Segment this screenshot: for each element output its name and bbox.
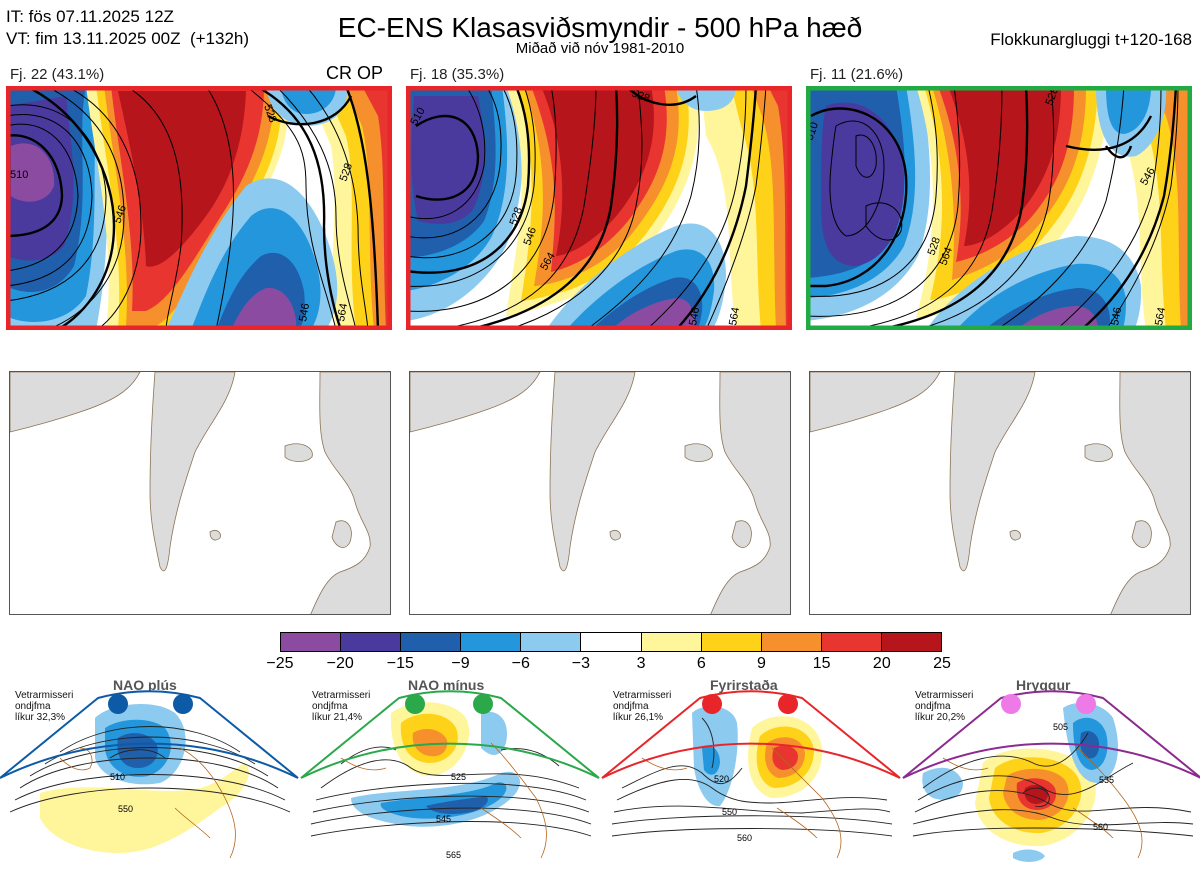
- regime-marker: [1001, 694, 1021, 714]
- land-map-1: [9, 371, 391, 615]
- land-map-2: [409, 371, 791, 615]
- contour-label: 546: [1109, 306, 1124, 326]
- colorbar-tick-label: −6: [511, 655, 530, 672]
- colorbar-tick-label: 15: [812, 655, 831, 672]
- colorbar-swatch: [581, 633, 642, 651]
- regime-2-note: Vetrarmisseri ondjfma líkur 21,4%: [312, 690, 371, 723]
- regime-3-note: Vetrarmisseri ondjfma líkur 26,1%: [613, 690, 672, 723]
- colorbar-swatch: [461, 633, 522, 651]
- contour-label: 546: [687, 306, 702, 326]
- panel-3-label: Fj. 11 (21.6%): [810, 66, 904, 83]
- colorbar-swatch: [521, 633, 582, 651]
- panel-border: [806, 86, 1192, 330]
- regime-marker: [108, 694, 128, 714]
- colorbar-swatch: [341, 633, 402, 651]
- contour-label: 546: [522, 226, 540, 247]
- regime-contour-label: 560: [1093, 822, 1108, 832]
- regime-marker: [778, 694, 798, 714]
- anomaly-map-1: 510 546 528 528 546 564: [6, 86, 392, 330]
- cluster-panel-1[interactable]: 510 546 528 528 546 564: [6, 86, 392, 330]
- contour-label: 528: [508, 206, 526, 227]
- anomaly-map-3: 510 528 564 528 546 546 564: [806, 86, 1192, 330]
- regime-ridge: 505 535 560: [902, 690, 1200, 862]
- page-title: EC-ENS Klasasviðsmyndir - 500 hPa hæð: [337, 12, 863, 43]
- page-subtitle: Miðað við nóv 1981-2010: [515, 40, 685, 57]
- contour-label: 510: [10, 169, 28, 181]
- valid-time: VT: fim 13.11.2025 00Z (+132h): [6, 29, 250, 48]
- regime-contour-label: 535: [1099, 775, 1114, 785]
- contour-label: 528: [338, 162, 356, 183]
- regime-1-note: Vetrarmisseri ondjfma líkur 32,3%: [15, 690, 74, 723]
- colorbar: [280, 632, 942, 652]
- regime-marker: [473, 694, 493, 714]
- contour-label: 564: [335, 302, 350, 322]
- regime-1-title: NAO plús: [113, 677, 177, 693]
- colorbar-tick-label: −9: [451, 655, 470, 672]
- regime-contour-label: 525: [451, 772, 466, 782]
- regime-blocking: 520 550 560: [601, 690, 901, 859]
- colorbar-swatch: [881, 633, 942, 651]
- colorbar-tick-label: −20: [326, 655, 354, 672]
- regime-marker: [702, 694, 722, 714]
- regime-nao-minus: 525 545 565: [300, 690, 600, 860]
- contour-label: 528: [261, 103, 279, 124]
- colorbar-tick-label: 20: [872, 655, 891, 672]
- contour-label: 564: [727, 306, 742, 326]
- window-label: Flokkunargluggi t+120-168: [990, 30, 1192, 49]
- contour-label: 528: [630, 88, 651, 106]
- init-time: IT: fös 07.11.2025 12Z: [6, 7, 174, 26]
- regime-contour-label: 545: [436, 814, 451, 824]
- colorbar-tick-label: 9: [757, 655, 766, 672]
- regime-maps: 510 550 525 545 565: [0, 690, 1200, 862]
- panel-2-label: Fj. 18 (35.3%): [410, 66, 505, 83]
- colorbar-tick-label: 3: [636, 655, 646, 672]
- contour-label: 546: [112, 204, 130, 225]
- colorbar-tick-label: −25: [266, 655, 294, 672]
- header-times: IT: fös 07.11.2025 12Z VT: fim 13.11.202…: [6, 6, 249, 50]
- regime-4-title: Hryggur: [1016, 677, 1071, 693]
- contour-label: 564: [1153, 306, 1168, 326]
- panel-border: [6, 86, 392, 330]
- regime-marker: [173, 694, 193, 714]
- contour-label: 564: [938, 246, 956, 267]
- panel-1-tag: CR OP: [326, 63, 384, 83]
- regime-nao-plus: 510 550: [0, 690, 299, 859]
- regime-contour-label: 520: [714, 774, 729, 784]
- panel-1-label: Fj. 22 (43.1%): [10, 66, 105, 83]
- colorbar-swatch: [281, 633, 342, 651]
- colorbar-swatch: [641, 633, 702, 651]
- regime-marker: [1076, 694, 1096, 714]
- colorbar-tick-label: 25: [933, 655, 951, 672]
- cluster-panel-3[interactable]: 510 528 564 528 546 546 564: [806, 86, 1192, 330]
- cluster-panel-2[interactable]: 510 528 528 546 564 546 564: [406, 86, 792, 330]
- colorbar-swatch: [821, 633, 882, 651]
- regime-contour-label: 550: [118, 804, 133, 814]
- contour-label: 528: [926, 236, 944, 257]
- colorbar-swatch: [701, 633, 762, 651]
- regime-4-note: Vetrarmisseri ondjfma líkur 20,2%: [915, 690, 974, 723]
- regime-contour-label: 505: [1053, 722, 1068, 732]
- regime-contour-label: 565: [446, 850, 461, 860]
- colorbar-tick-label: −3: [571, 655, 591, 672]
- colorbar-swatch: [401, 633, 462, 651]
- colorbar-tick-label: −15: [386, 655, 414, 672]
- colorbar-swatch: [761, 633, 822, 651]
- regime-3-title: Fyrirstaða: [710, 677, 778, 693]
- anomaly-map-2: 510 528 528 546 564 546 564: [406, 86, 792, 330]
- contour-label: 528: [1044, 86, 1062, 107]
- contour-label: 546: [297, 302, 312, 322]
- regime-contour-label: 510: [110, 772, 125, 782]
- regime-contour-label: 550: [722, 807, 737, 817]
- panel-border: [406, 86, 792, 330]
- regime-contour-label: 560: [737, 833, 752, 843]
- regime-marker: [405, 694, 425, 714]
- colorbar-tick-label: 6: [696, 655, 706, 672]
- regime-2-title: NAO mínus: [408, 677, 485, 693]
- land-map-3: [809, 371, 1191, 615]
